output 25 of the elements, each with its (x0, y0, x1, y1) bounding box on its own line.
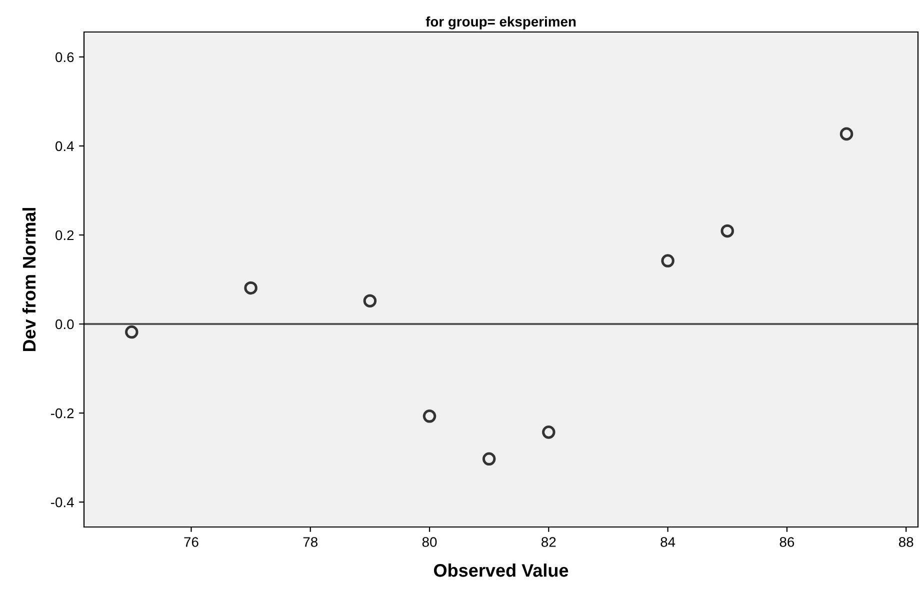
x-tick-label: 80 (422, 537, 437, 547)
x-axis-title: Observed Value (434, 564, 568, 577)
x-tick-label: 78 (303, 537, 318, 547)
y-tick-label: -0.4 (50, 497, 74, 508)
point (720, 224, 734, 238)
y-tick-label: 0.6 (56, 52, 74, 62)
x-tick-label: 84 (660, 537, 676, 547)
x-tick-label: 76 (184, 537, 198, 547)
point (542, 426, 556, 439)
point (661, 254, 674, 268)
y-tick-label: -0.2 (50, 408, 74, 418)
y-axis-title: Dev from Normal (22, 208, 36, 352)
point (422, 410, 436, 423)
point (125, 325, 138, 339)
x-tick-label: 86 (780, 537, 794, 547)
x-tick-label: 88 (898, 537, 914, 547)
y-tick-label: 0.2 (56, 230, 74, 240)
point (840, 127, 854, 141)
point (363, 294, 377, 308)
y-tick-label: 0.0 (56, 319, 74, 330)
point (482, 452, 496, 466)
x-tick-label: 82 (542, 537, 556, 547)
chart-title: for group= eksperimen (426, 16, 576, 30)
point (244, 281, 258, 295)
y-tick-label: 0.4 (56, 141, 74, 152)
